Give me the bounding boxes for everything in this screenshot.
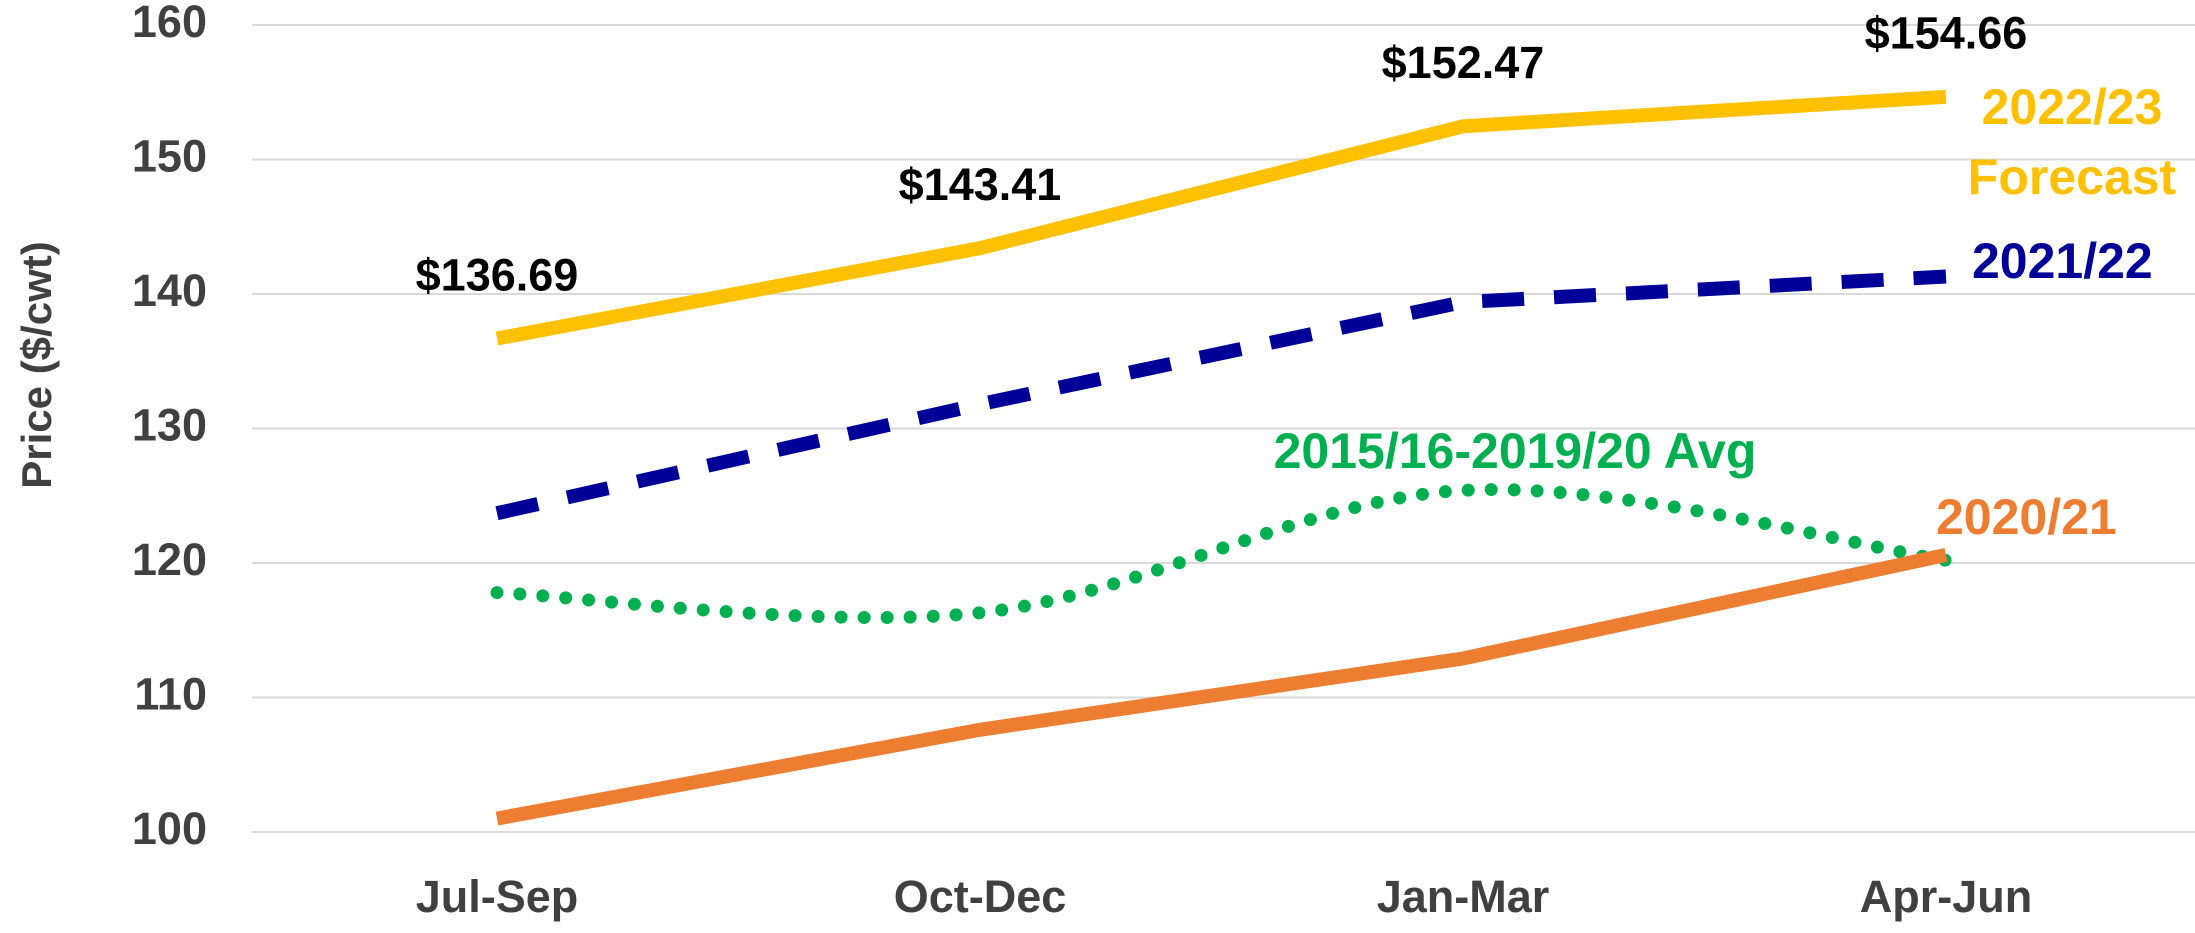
x-tick-label: Oct-Dec: [894, 871, 1067, 922]
y-tick-label: 150: [132, 130, 207, 181]
series-line: [495, 548, 1948, 826]
data-label: $143.41: [899, 159, 1062, 210]
y-tick-label: 100: [132, 803, 207, 854]
series-line: [495, 89, 1947, 346]
y-tick-label: 140: [132, 265, 207, 316]
series-line: [490, 483, 1953, 624]
series-line: [495, 269, 1947, 521]
data-label: $152.47: [1382, 37, 1545, 88]
series-label: 2021/22: [1972, 233, 2153, 289]
y-tick-label: 120: [132, 534, 207, 585]
y-axis-label: Price ($/cwt): [13, 241, 60, 488]
x-tick-label: Jul-Sep: [416, 871, 579, 922]
y-tick-label: 130: [132, 399, 207, 450]
series-label: 2022/23 Forecast: [1967, 79, 2177, 205]
y-tick-label: 110: [134, 668, 207, 719]
data-label: $154.66: [1865, 8, 2028, 59]
y-tick-label: 160: [132, 0, 207, 47]
x-tick-label: Jan-Mar: [1377, 871, 1550, 922]
series-label: 2015/16-2019/20 Avg: [1273, 423, 1757, 479]
x-tick-label: Apr-Jun: [1860, 871, 2033, 922]
series-label: 2020/21: [1936, 489, 2117, 545]
data-label: $136.69: [416, 249, 579, 300]
